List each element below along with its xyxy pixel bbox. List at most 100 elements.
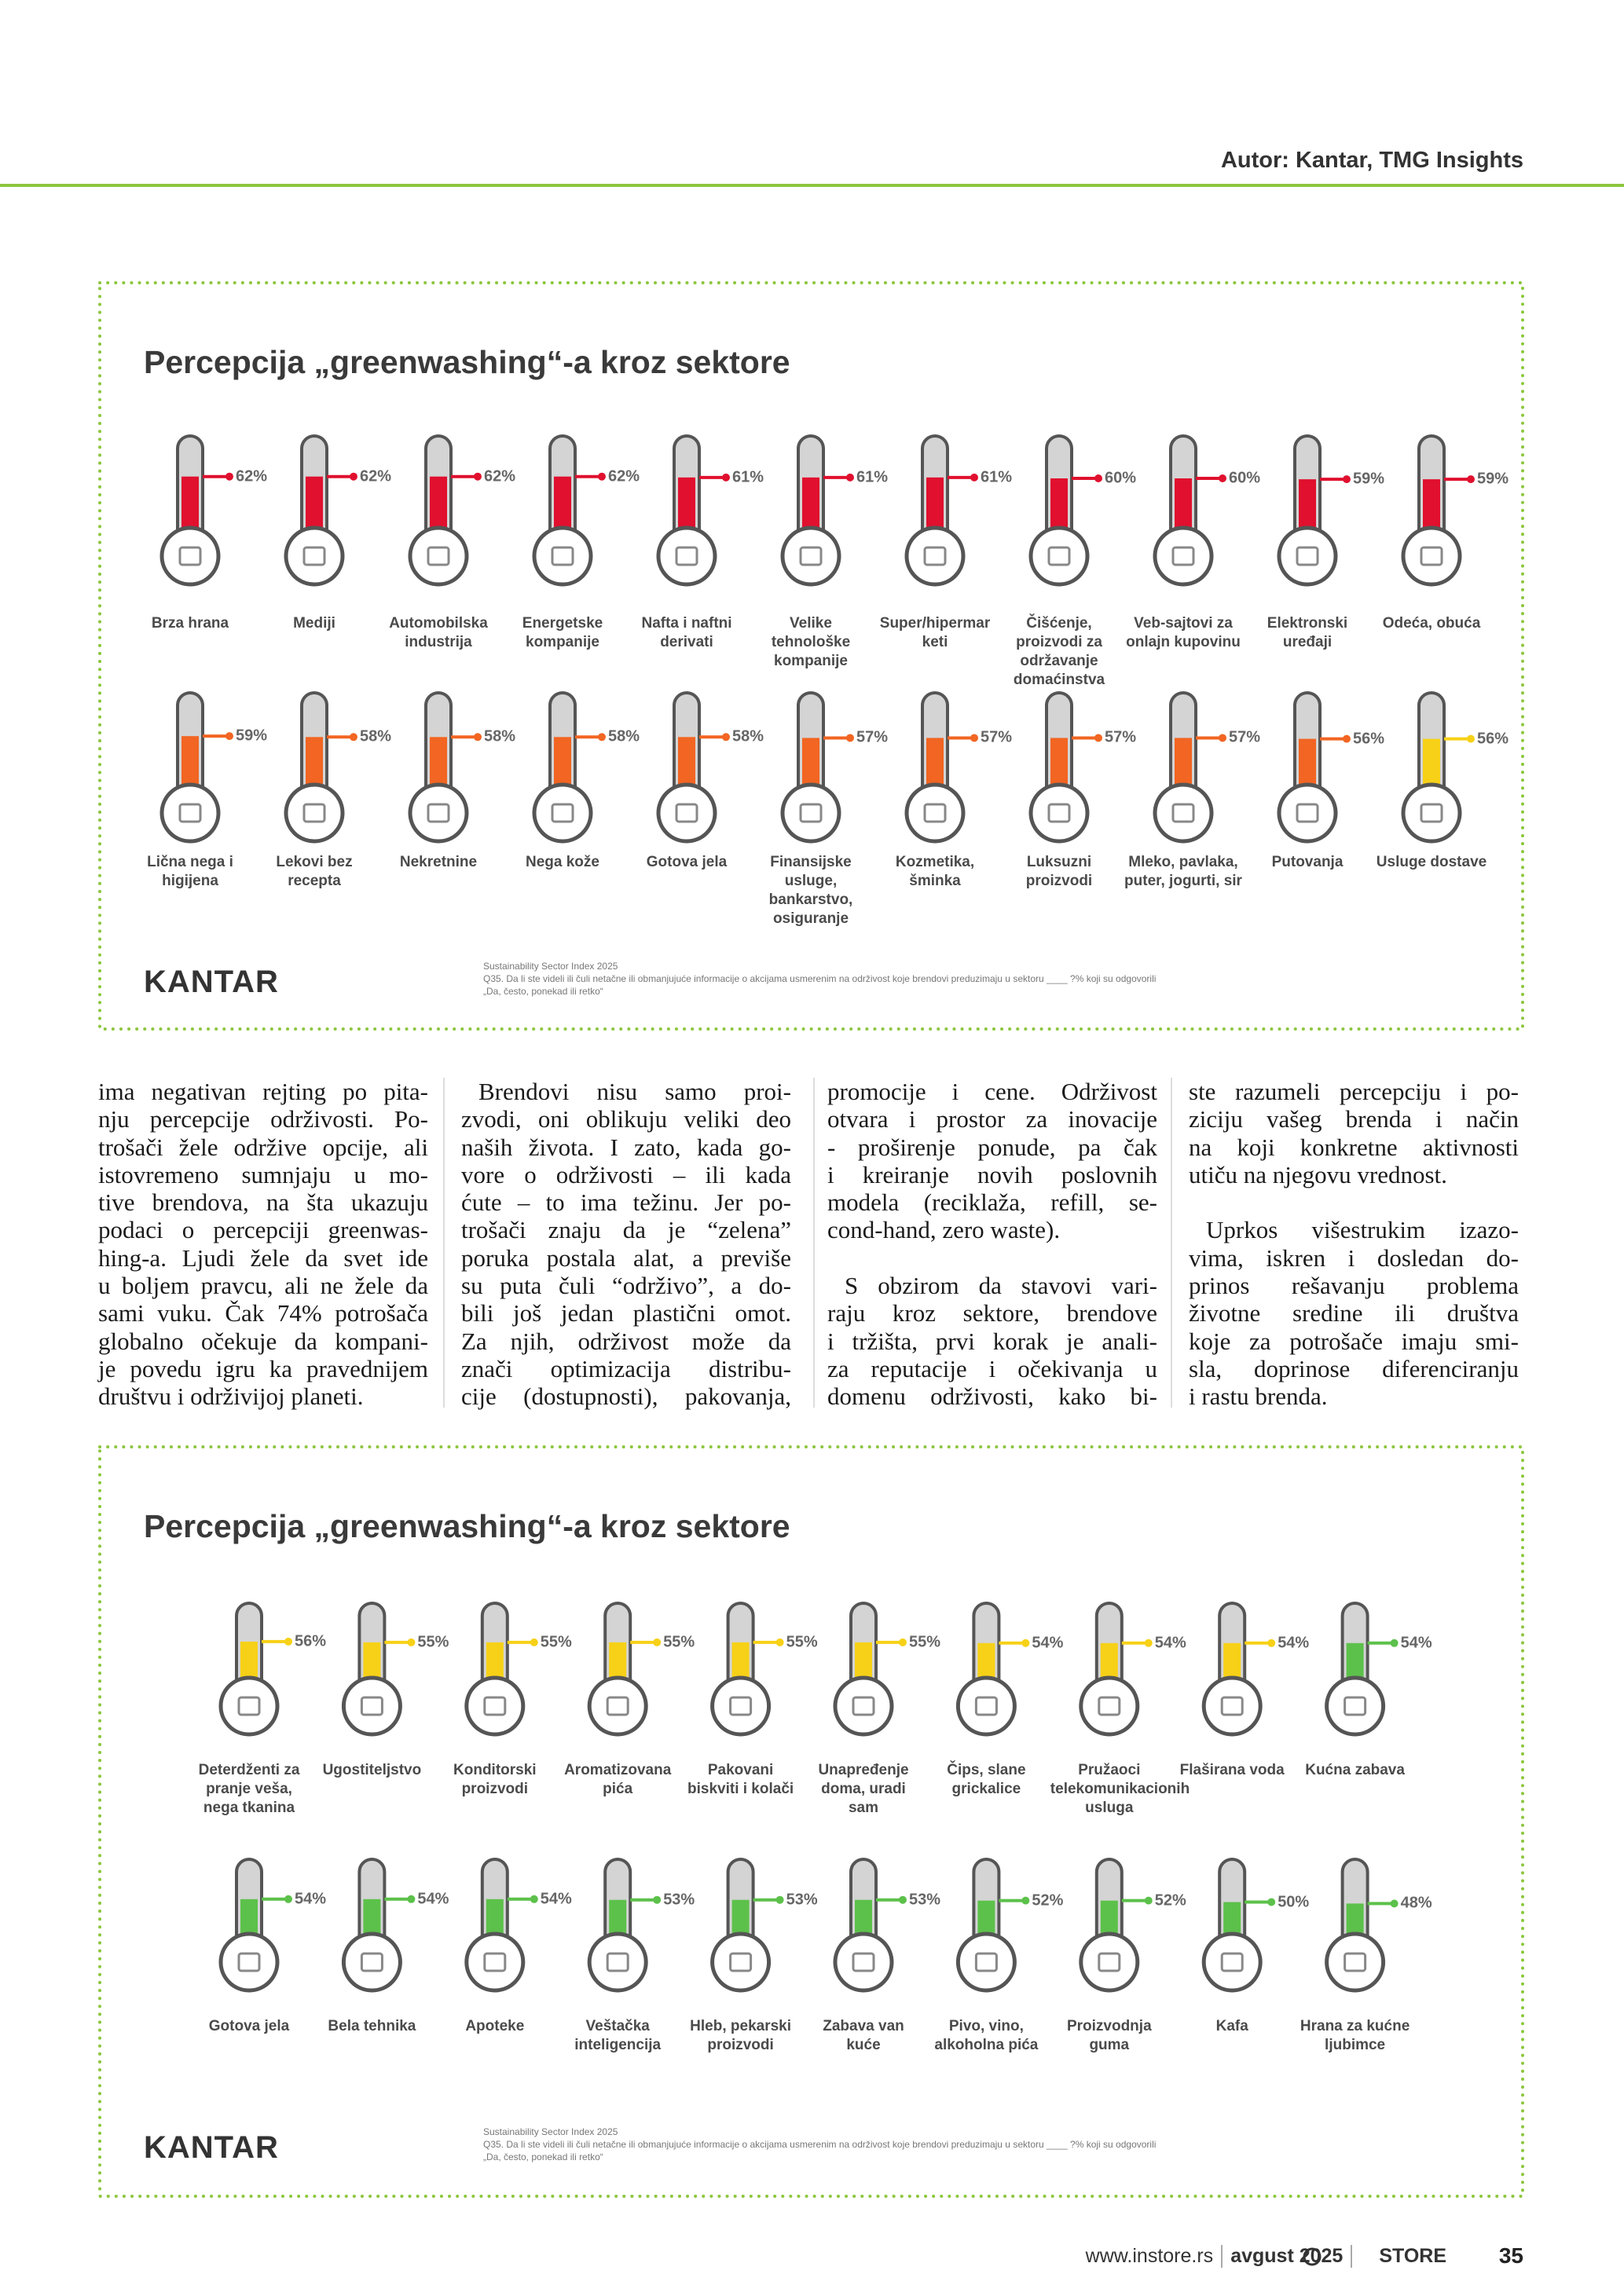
sector-label: Ugostiteljstvo — [322, 1762, 422, 1778]
sector-label: Kozmetika, šminka — [895, 854, 975, 889]
thermometer-bulb — [587, 1932, 648, 1993]
value-marker-dot — [1094, 474, 1102, 482]
value-marker-dot — [775, 1895, 784, 1904]
text-line: Uprkos višestrukim izazo- — [1206, 1216, 1519, 1244]
icon — [427, 803, 450, 823]
icon — [1296, 803, 1319, 823]
sector-label: Proizvodnja guma — [1066, 2018, 1152, 2053]
source-line: Sustainability Sector Index 2025 — [483, 2126, 618, 2137]
value-marker-dot — [225, 732, 233, 741]
thermometer-bulb — [587, 1675, 648, 1737]
sector-label: Kafa — [1215, 2018, 1248, 2034]
text-line: životne sredine ili društva — [1189, 1299, 1519, 1327]
value-label: 53% — [909, 1891, 941, 1909]
thermometer-bulb — [904, 782, 966, 844]
icon — [178, 803, 202, 823]
value-label: 58% — [732, 727, 764, 745]
text-line: za reputacije i očekivanja u — [827, 1354, 1157, 1382]
value-label: 55% — [909, 1633, 941, 1651]
thermometer-bulb — [284, 525, 345, 587]
icon — [178, 546, 202, 566]
text-line: i rastu brenda. — [1189, 1382, 1328, 1411]
thermometer-bulb — [341, 1675, 402, 1737]
value-marker-dot — [1467, 734, 1475, 743]
value-label: 54% — [1032, 1634, 1064, 1652]
panel-border — [98, 1445, 1524, 2198]
value-marker-dot — [970, 473, 978, 482]
value-label: 55% — [663, 1633, 695, 1651]
value-marker-dot — [407, 1638, 416, 1646]
value-label: 56% — [295, 1632, 327, 1650]
value-marker-dot — [474, 733, 482, 742]
thermometer-bulb — [464, 1675, 526, 1737]
thermometer-bulb — [1079, 1675, 1140, 1737]
footer-issue: avgust 2025 — [1221, 2245, 1351, 2268]
source-line: Sustainability Sector Index 2025 — [483, 961, 618, 972]
icon — [1047, 546, 1071, 566]
panel-border — [98, 281, 1524, 1031]
thermometer-bulb — [780, 782, 841, 844]
value-label: 53% — [786, 1891, 818, 1909]
text-line: tive brendova, na šta ukazuju — [98, 1188, 428, 1217]
thermometer-bulb — [955, 1675, 1017, 1737]
text-line: cije (dostupnosti), pakovanja, — [461, 1382, 791, 1411]
sector-label: Pružaoci telekomunikacionih usluga — [1050, 1762, 1190, 1816]
text-line: i tržišta, prvi korak je anali- — [827, 1327, 1157, 1355]
icon — [360, 1952, 383, 1972]
text-line: Brendovi nisu samo proi- — [478, 1078, 791, 1105]
thermometer-bulb — [159, 525, 221, 587]
sector-label: Pivo, vino, alkoholna pića — [934, 2018, 1039, 2053]
value-marker-dot — [1219, 734, 1226, 742]
value-marker-dot — [722, 473, 730, 482]
sector-label: Nekretnine — [399, 854, 478, 870]
icon — [1220, 1952, 1244, 1972]
sector-label: Konditorski proizvodi — [453, 1762, 537, 1797]
thermometer-bulb — [1079, 1932, 1140, 1993]
logo: KANTAR — [144, 965, 279, 999]
text-line: sami vuku. Čak 74% potrošača — [98, 1299, 428, 1327]
text-line: cond-hand, zero waste). — [827, 1216, 1061, 1244]
column-rule — [813, 1078, 815, 1408]
icon — [1420, 546, 1443, 566]
text-line: S obzirom da stavovi vari- — [845, 1272, 1157, 1300]
text-line: modela (reciklaža, refill, se- — [827, 1188, 1157, 1217]
value-label: 48% — [1400, 1894, 1432, 1912]
text-line: ima negativan rejting po pita- — [98, 1078, 428, 1105]
value-label: 62% — [484, 467, 516, 485]
thermometer-bulb — [408, 782, 469, 844]
text-line: podaci o percepciji greenwas- — [98, 1216, 428, 1244]
sector-label: Energetske kompanije — [522, 615, 603, 650]
sector-label: Odeća, obuća — [1382, 615, 1481, 632]
text-line: - proširenje ponude, pa čak — [827, 1133, 1157, 1161]
text-line: i kreiranje novih poslovnih — [827, 1160, 1157, 1188]
text-line: otvara i prostor za inovacije — [827, 1105, 1157, 1133]
value-label: 52% — [1032, 1891, 1064, 1910]
text-line: znači optimizacija distribu- — [461, 1354, 791, 1382]
icon — [237, 1952, 261, 1972]
sector-label: Veb-sajtovi za onlajn kupovinu — [1126, 615, 1241, 650]
sector-label: Gotova jela — [646, 854, 728, 870]
text-line: u boljem pravcu, ali ne žele da — [98, 1272, 428, 1300]
text-line: raju kroz sektore, brendove — [827, 1299, 1157, 1327]
sector-label: Mleko, pavlaka, puter, jogurti, sir — [1124, 854, 1242, 889]
text-line: Za njih, održivost može da — [461, 1327, 791, 1355]
text-line: promocije i cene. Održivost — [827, 1078, 1157, 1105]
value-label: 60% — [1229, 469, 1261, 487]
thermometer-bulb — [532, 782, 593, 844]
value-marker-dot — [775, 1638, 784, 1646]
thermometer-bulb — [1201, 1932, 1263, 1993]
icon — [302, 803, 326, 823]
value-marker-dot — [846, 473, 854, 482]
value-marker-dot — [846, 734, 854, 742]
text-line: vore o održivosti – ili kada — [461, 1160, 791, 1188]
icon — [1047, 803, 1071, 823]
sector-label: Čišćenje, proizvodi za održavanje domaći… — [1013, 615, 1105, 688]
value-marker-dot — [350, 472, 357, 481]
value-label: 55% — [540, 1633, 572, 1651]
value-marker-dot — [653, 1638, 662, 1646]
thermometer-bulb — [1325, 1932, 1386, 1993]
sector-label: Veštačka inteligencija — [574, 2018, 662, 2053]
store-logo-icon — [1303, 2247, 1322, 2266]
value-marker-dot — [1267, 1639, 1276, 1647]
icon — [1344, 1696, 1367, 1716]
